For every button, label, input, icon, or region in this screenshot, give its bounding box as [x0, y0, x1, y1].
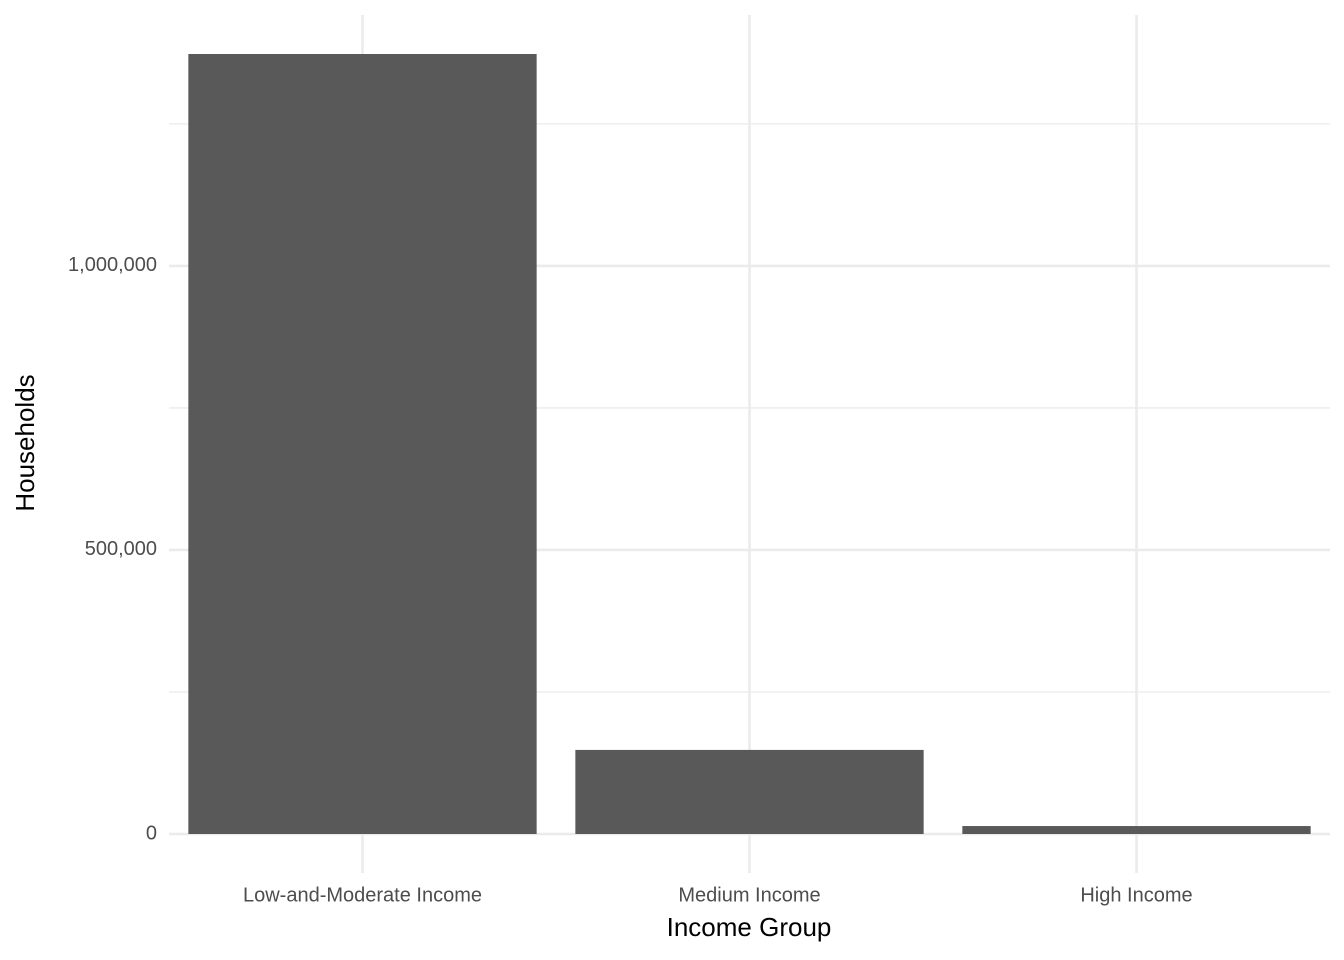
y-tick-label: 500,000	[85, 538, 157, 560]
bar	[962, 826, 1311, 834]
x-axis-title: Income Group	[667, 912, 832, 942]
bar	[575, 749, 924, 834]
x-tick-label: Low-and-Moderate Income	[243, 884, 482, 906]
x-tick-label: High Income	[1080, 884, 1192, 906]
x-tick-label: Medium Income	[678, 884, 820, 906]
y-tick-label: 0	[146, 822, 157, 844]
y-axis-title: Households	[10, 374, 40, 511]
bar	[188, 54, 537, 834]
y-tick-label: 1,000,000	[68, 254, 157, 276]
